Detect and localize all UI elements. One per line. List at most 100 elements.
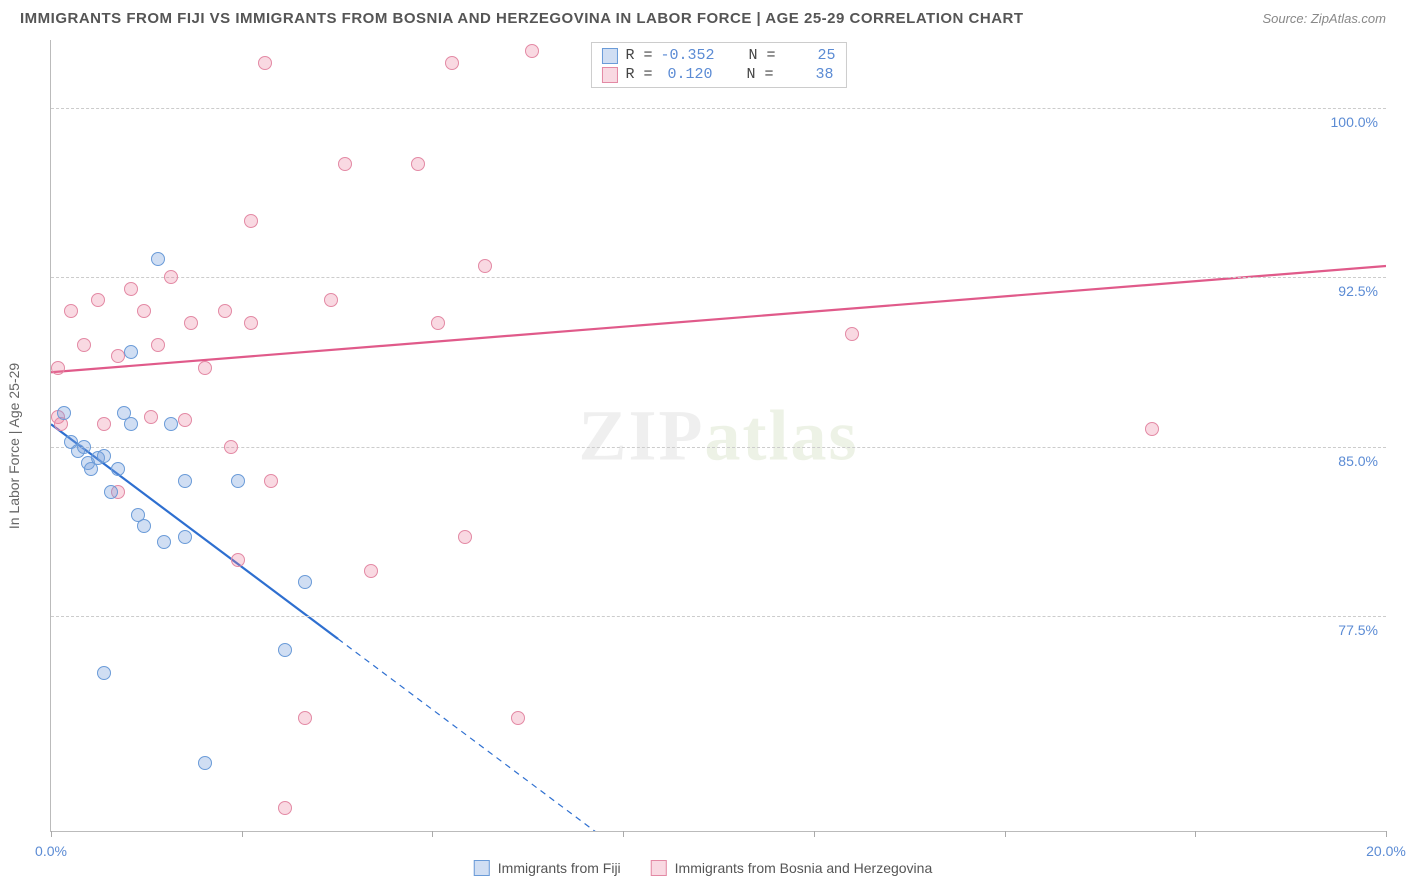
source-name: ZipAtlas.com: [1311, 11, 1386, 26]
y-tick-label: 77.5%: [1336, 622, 1380, 638]
r-label: R =: [625, 66, 652, 83]
data-point-bosnia: [218, 304, 232, 318]
series-legend: Immigrants from Fiji Immigrants from Bosn…: [474, 860, 932, 876]
data-point-bosnia: [445, 56, 459, 70]
data-point-bosnia: [511, 711, 525, 725]
data-point-bosnia: [184, 316, 198, 330]
x-tick: [51, 831, 52, 837]
data-point-bosnia: [137, 304, 151, 318]
x-tick: [432, 831, 433, 837]
plot-area: ZIPatlas R =-0.352 N =25R =0.120 N =38 7…: [50, 40, 1386, 832]
data-point-fiji: [278, 643, 292, 657]
x-tick-label: 0.0%: [35, 843, 67, 859]
data-point-fiji: [124, 417, 138, 431]
n-label: N =: [747, 66, 774, 83]
data-point-fiji: [97, 449, 111, 463]
x-tick: [1195, 831, 1196, 837]
data-point-bosnia: [411, 157, 425, 171]
watermark-zip: ZIP: [578, 395, 704, 475]
data-point-fiji: [104, 485, 118, 499]
source-prefix: Source:: [1262, 11, 1310, 26]
data-point-fiji: [198, 756, 212, 770]
x-tick: [242, 831, 243, 837]
data-point-bosnia: [111, 349, 125, 363]
data-point-fiji: [157, 535, 171, 549]
legend-label-bosnia: Immigrants from Bosnia and Herzegovina: [675, 860, 933, 876]
trend-lines-layer: [51, 40, 1386, 831]
legend-swatch-bosnia: [651, 860, 667, 876]
data-point-fiji: [298, 575, 312, 589]
data-point-bosnia: [124, 282, 138, 296]
data-point-bosnia: [845, 327, 859, 341]
n-label: N =: [749, 47, 776, 64]
data-point-bosnia: [151, 338, 165, 352]
data-point-bosnia: [1145, 422, 1159, 436]
swatch-fiji: [601, 48, 617, 64]
legend-label-fiji: Immigrants from Fiji: [498, 860, 621, 876]
stats-row-bosnia: R =0.120 N =38: [601, 66, 835, 83]
trend-line-ext-fiji: [338, 639, 685, 831]
watermark: ZIPatlas: [578, 394, 858, 477]
x-tick: [1005, 831, 1006, 837]
gridline: [51, 447, 1386, 448]
data-point-bosnia: [278, 801, 292, 815]
data-point-bosnia: [338, 157, 352, 171]
data-point-bosnia: [458, 530, 472, 544]
data-point-fiji: [77, 440, 91, 454]
watermark-atlas: atlas: [705, 395, 859, 475]
data-point-bosnia: [77, 338, 91, 352]
data-point-fiji: [124, 345, 138, 359]
y-tick-label: 85.0%: [1336, 453, 1380, 469]
legend-swatch-fiji: [474, 860, 490, 876]
data-point-bosnia: [64, 304, 78, 318]
legend-item-fiji: Immigrants from Fiji: [474, 860, 621, 876]
data-point-fiji: [137, 519, 151, 533]
data-point-bosnia: [324, 293, 338, 307]
y-tick-label: 92.5%: [1336, 283, 1380, 299]
data-point-bosnia: [431, 316, 445, 330]
x-tick: [814, 831, 815, 837]
data-point-bosnia: [264, 474, 278, 488]
swatch-bosnia: [601, 67, 617, 83]
r-label: R =: [625, 47, 652, 64]
data-point-bosnia: [364, 564, 378, 578]
data-point-bosnia: [178, 413, 192, 427]
r-value-fiji: -0.352: [660, 47, 714, 64]
data-point-fiji: [57, 406, 71, 420]
legend-item-bosnia: Immigrants from Bosnia and Herzegovina: [651, 860, 933, 876]
y-tick-label: 100.0%: [1329, 114, 1380, 130]
gridline: [51, 277, 1386, 278]
x-tick-label: 20.0%: [1366, 843, 1406, 859]
data-point-fiji: [151, 252, 165, 266]
data-point-bosnia: [91, 293, 105, 307]
data-point-bosnia: [525, 44, 539, 58]
data-point-bosnia: [478, 259, 492, 273]
r-value-bosnia: 0.120: [660, 66, 712, 83]
y-axis-label: In Labor Force | Age 25-29: [6, 363, 22, 529]
stats-row-fiji: R = -0.352 N = 25: [601, 47, 835, 64]
data-point-fiji: [164, 417, 178, 431]
data-point-bosnia: [144, 410, 158, 424]
data-point-fiji: [97, 666, 111, 680]
chart-title: IMMIGRANTS FROM FIJI VS IMMIGRANTS FROM …: [20, 10, 1024, 27]
x-tick: [623, 831, 624, 837]
data-point-bosnia: [298, 711, 312, 725]
data-point-fiji: [178, 474, 192, 488]
gridline: [51, 108, 1386, 109]
x-tick: [1386, 831, 1387, 837]
data-point-bosnia: [224, 440, 238, 454]
data-point-fiji: [178, 530, 192, 544]
chart-source: Source: ZipAtlas.com: [1262, 11, 1386, 26]
data-point-bosnia: [51, 361, 65, 375]
data-point-fiji: [84, 462, 98, 476]
data-point-bosnia: [97, 417, 111, 431]
chart-header: IMMIGRANTS FROM FIJI VS IMMIGRANTS FROM …: [0, 0, 1406, 36]
data-point-fiji: [231, 474, 245, 488]
data-point-bosnia: [258, 56, 272, 70]
data-point-bosnia: [244, 214, 258, 228]
n-value-fiji: 25: [784, 47, 836, 64]
data-point-bosnia: [198, 361, 212, 375]
data-point-fiji: [111, 462, 125, 476]
gridline: [51, 616, 1386, 617]
data-point-bosnia: [244, 316, 258, 330]
